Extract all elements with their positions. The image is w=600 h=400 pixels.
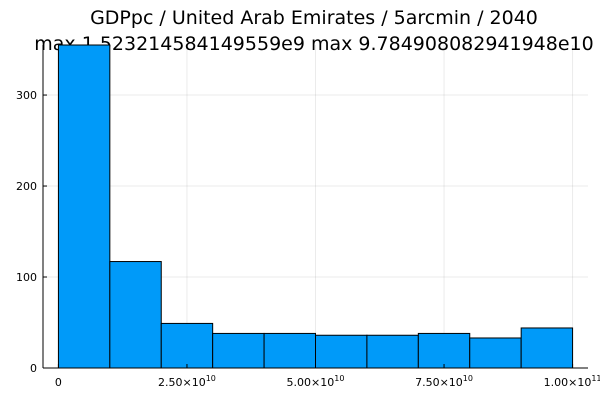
x-tick-exponent: 10	[334, 374, 344, 383]
histogram-bars	[57, 44, 574, 369]
histogram-bar	[520, 327, 574, 369]
histogram-bar	[212, 332, 265, 369]
histogram-bar	[263, 332, 316, 369]
x-tick-exponent: 11	[591, 374, 600, 383]
x-tick-exponent: 10	[463, 374, 473, 383]
histogram-bar	[469, 337, 522, 369]
y-tick-label: 200	[16, 180, 37, 193]
histogram-bar	[160, 322, 214, 369]
x-tick-label: 1.00×1011	[544, 374, 600, 389]
histogram-bar	[109, 261, 162, 369]
x-tick-exponent: 10	[206, 374, 216, 383]
chart-title: GDPpc / United Arab Emirates / 5arcmin /…	[90, 7, 538, 29]
x-tick-label: 5.00×1010	[287, 374, 345, 389]
y-tick-label: 300	[16, 89, 37, 102]
y-tick-label: 100	[16, 271, 37, 284]
x-axis-ticks: 0 2.50×1010 5.00×1010 7.50×1010 1.00×1011	[55, 364, 600, 389]
histogram-bar	[57, 44, 111, 369]
histogram-bar	[366, 334, 419, 369]
histogram-bar	[315, 334, 368, 369]
x-tick-label: 7.50×1010	[415, 374, 473, 389]
y-tick-label: 0	[30, 362, 37, 375]
histogram-bar	[417, 332, 471, 369]
x-tick-label: 2.50×1010	[158, 374, 216, 389]
x-tick-label: 0	[55, 376, 62, 389]
chart-subtitle: max 1.523214584149559e9 max 9.7849080829…	[34, 33, 593, 55]
y-axis-ticks: 0 100 200 300	[16, 89, 47, 375]
